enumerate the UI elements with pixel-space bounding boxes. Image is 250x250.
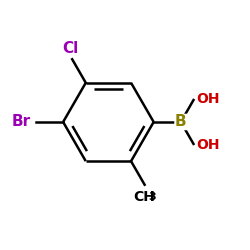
Text: B: B [175,114,187,130]
Text: Br: Br [12,114,31,130]
Text: 3: 3 [149,192,156,202]
Text: Cl: Cl [62,41,78,56]
Text: CH: CH [134,190,156,203]
Text: OH: OH [196,138,220,152]
Text: OH: OH [196,92,220,106]
